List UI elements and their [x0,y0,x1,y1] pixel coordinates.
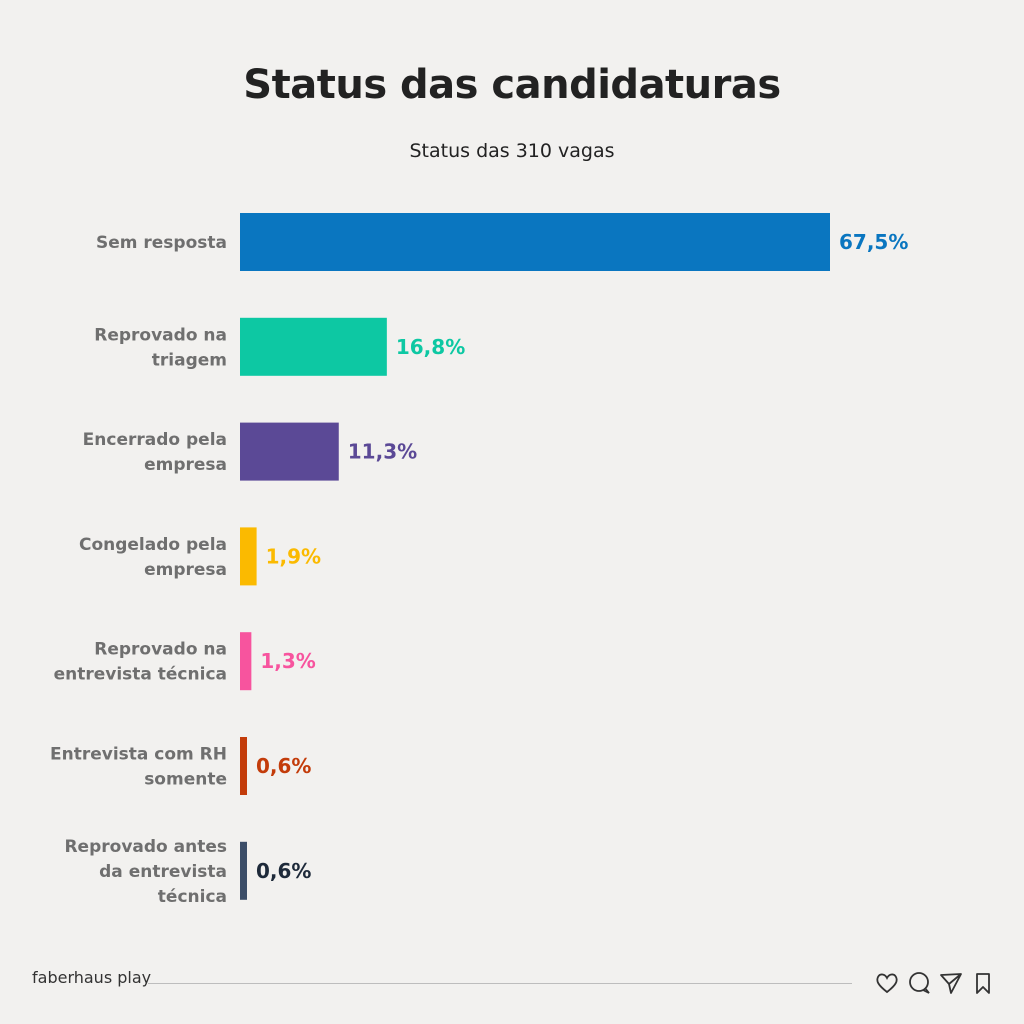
value-label-2: 11,3% [348,440,417,464]
category-label-4: Reprovado na entrevista técnica [54,640,227,685]
value-label-4: 1,3% [260,649,315,673]
bar-chart: 67,5% Sem resposta 16,8% Reprovado na triage… [50,213,908,907]
category-label-1: Reprovado na triagem [94,325,227,370]
heart-icon[interactable] [874,970,900,996]
bar-2 [240,422,339,481]
value-label-1: 16,8% [396,335,465,359]
category-label-2: Encerrado pela empresa [83,430,227,475]
value-label-0: 67,5% [839,230,908,254]
social-actions [874,970,996,996]
category-label-0: Sem resposta [96,233,227,253]
category-label-3: Congelado pela empresa [79,535,227,580]
bar-5 [240,737,247,795]
bar-0 [240,213,830,271]
bar-3 [240,527,257,586]
send-icon[interactable] [938,970,964,996]
brand-logo: faberhaus play [32,968,152,987]
value-label-6: 0,6% [256,859,311,883]
chart-title: Status das candidaturas [243,62,781,108]
value-label-3: 1,9% [266,544,321,568]
bookmark-icon[interactable] [970,970,996,996]
comment-icon[interactable] [906,970,932,996]
bar-4 [240,632,252,691]
value-label-5: 0,6% [256,754,311,778]
footer-divider [148,983,852,984]
category-label-5: Entrevista com RH somente [50,745,227,790]
bar-6 [240,841,247,900]
chart-subtitle: Status das 310 vagas [409,140,615,162]
bar-1 [240,317,387,376]
category-label-6: Reprovado antes da entrevista técnica [64,837,227,907]
